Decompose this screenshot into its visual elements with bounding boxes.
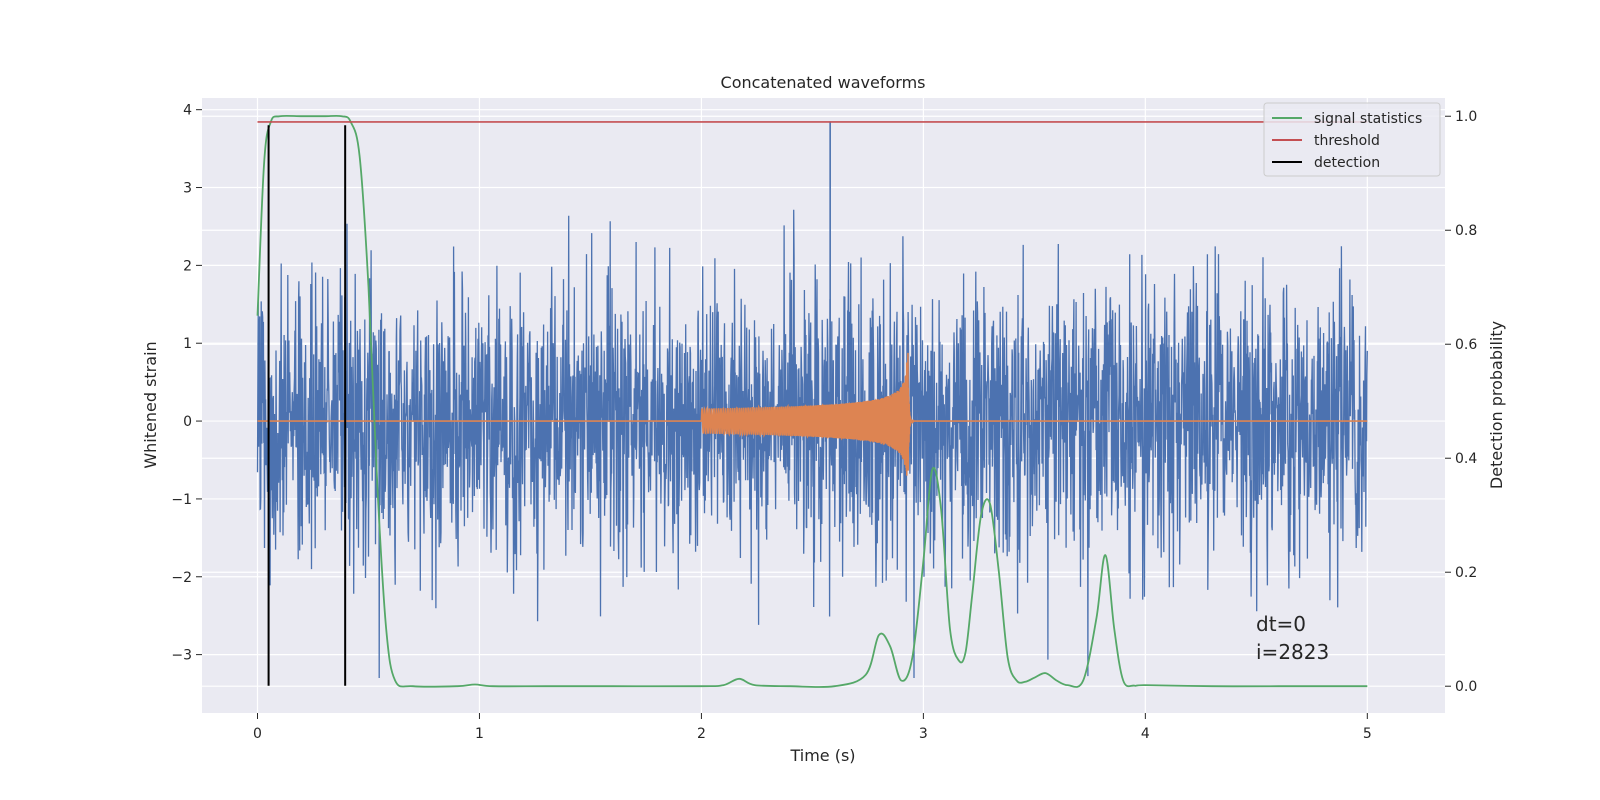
legend-label: detection xyxy=(1314,155,1380,171)
x-tick-label: 2 xyxy=(697,726,706,742)
signal-statistics-line xyxy=(256,114,1368,688)
x-tick-label: 0 xyxy=(253,726,262,742)
legend: signal statistics threshold detection xyxy=(1263,102,1441,177)
y-tick-label: 3 xyxy=(183,181,192,197)
y-tick-label: 0 xyxy=(183,414,192,430)
y2-tick-label: 0.8 xyxy=(1455,223,1477,239)
x-tick-label: 4 xyxy=(1141,726,1150,742)
y-tick-label: −3 xyxy=(171,648,192,664)
injected-waveform-series xyxy=(257,352,1368,476)
detection-series xyxy=(267,125,347,686)
y-tick-label: 4 xyxy=(183,103,192,119)
y-tick-label: −2 xyxy=(171,570,192,586)
legend-label: signal statistics xyxy=(1314,111,1422,127)
legend-label: threshold xyxy=(1314,133,1380,149)
y2-tick-label: 0.0 xyxy=(1455,679,1477,695)
y-axis-label: Whitened strain xyxy=(141,341,160,468)
x-tick-label: 1 xyxy=(475,726,484,742)
y-tick-label: −1 xyxy=(171,492,192,508)
annotation-index: i=2823 xyxy=(1256,640,1329,664)
x-axis-label: Time (s) xyxy=(789,746,855,765)
signal-statistics-series xyxy=(256,114,1368,688)
y2-tick-label: 0.4 xyxy=(1455,451,1477,467)
y2-tick-label: 0.2 xyxy=(1455,565,1477,581)
chart-title: Concatenated waveforms xyxy=(721,73,926,92)
y2-tick-label: 0.6 xyxy=(1455,337,1477,353)
y-tick-label: 1 xyxy=(183,336,192,352)
injected-waveform-line xyxy=(257,352,1368,476)
legend-box xyxy=(1263,102,1441,177)
y2-axis-label: Detection probability xyxy=(1487,321,1506,489)
y-tick-label: 2 xyxy=(183,258,192,274)
axis-ticks: 0 1 2 3 4 5 −3 −2 −1 0 1 2 3 4 0.0 0.2 0.4 0.6 0.8 1.0 xyxy=(171,103,1477,742)
y2-tick-label: 1.0 xyxy=(1455,109,1477,125)
annotation-dt: dt=0 xyxy=(1256,612,1306,636)
x-tick-label: 5 xyxy=(1363,726,1372,742)
x-tick-label: 3 xyxy=(919,726,928,742)
